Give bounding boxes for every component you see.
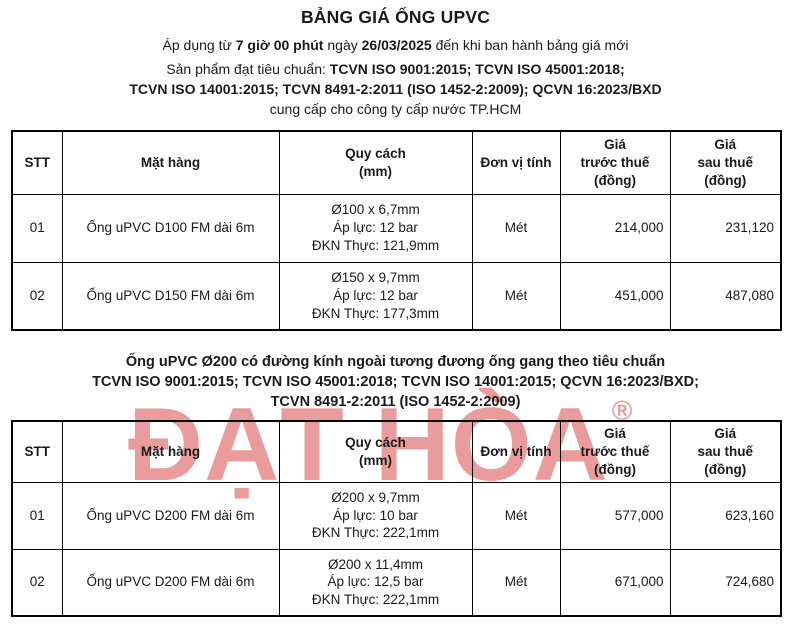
col-header-spec: Quy cách (mm)	[278, 420, 473, 483]
col-header-spec-line2: (mm)	[359, 163, 392, 179]
price-before-line3: (đồng)	[594, 172, 636, 188]
cell-item: Ống uPVC D200 FM dài 6m	[61, 548, 280, 617]
price-table-1: STT Mặt hàng Quy cách (mm) Đơn vị tính Gi…	[11, 130, 782, 331]
standards-line-2: TCVN ISO 14001:2015; TCVN 8491-2:2011 (I…	[129, 81, 662, 97]
cell-spec: Ø100 x 6,7mm Áp lực: 12 bar ĐKN Thực: 121,…	[278, 193, 473, 263]
cell-stt: 01	[11, 193, 63, 263]
col-header-price-before: Giá trước thuế (đồng)	[559, 130, 671, 195]
apply-mid-text: ngày	[323, 37, 362, 53]
cell-price-before: 577,000	[559, 481, 671, 550]
cell-unit: Mét	[471, 481, 561, 550]
cell-stt: 02	[11, 261, 63, 331]
col-header-unit: Đơn vị tính	[471, 420, 561, 483]
cell-price-after: 231,120	[669, 193, 782, 263]
price-before-line1: Giá	[604, 426, 626, 442]
cell-price-before: 451,000	[559, 261, 671, 331]
cell-price-after: 623,160	[669, 481, 782, 550]
apply-date: 26/03/2025	[361, 37, 432, 53]
cell-price-after: 487,080	[669, 261, 782, 331]
spec-outer-diameter: ĐKN Thực: 121,9mm	[311, 237, 440, 253]
cell-unit: Mét	[471, 261, 561, 331]
col-header-spec-line2: (mm)	[359, 452, 392, 468]
col-header-unit: Đơn vị tính	[471, 130, 561, 195]
section2-heading-line1: Ống uPVC Ø200 có đường kính ngoài tương …	[125, 354, 666, 370]
table1-row-1: 01 Ống uPVC D100 FM dài 6m Ø100 x 6,7mm Á…	[11, 193, 782, 263]
cell-item: Ống uPVC D200 FM dài 6m	[61, 481, 280, 550]
cell-price-after: 724,680	[669, 548, 782, 617]
cell-unit: Mét	[471, 193, 561, 263]
apply-pre-text: Áp dụng từ	[162, 37, 236, 53]
spec-diameter: Ø200 x 9,7mm	[331, 489, 420, 505]
cell-price-before: 214,000	[559, 193, 671, 263]
table1-header-row: STT Mặt hàng Quy cách (mm) Đơn vị tính Gi…	[11, 130, 782, 195]
spec-diameter: Ø150 x 9,7mm	[331, 270, 420, 286]
price-after-line1: Giá	[714, 137, 737, 153]
spec-pressure: Áp lực: 10 bar	[333, 507, 418, 523]
supply-note: cung cấp cho công ty cấp nước TP.HCM	[269, 101, 522, 117]
col-header-item: Mặt hàng	[61, 420, 280, 483]
price-after-line3: (đồng)	[704, 461, 747, 477]
price-before-line2: trước thuế	[580, 154, 650, 170]
price-table-2: STT Mặt hàng Quy cách (mm) Đơn vị tính Gi…	[11, 420, 782, 617]
cell-price-before: 671,000	[559, 548, 671, 617]
cell-unit: Mét	[471, 548, 561, 617]
col-header-item: Mặt hàng	[61, 130, 280, 195]
registered-trademark-icon: ®	[611, 395, 633, 426]
cell-stt: 01	[11, 481, 63, 550]
cell-spec: Ø150 x 9,7mm Áp lực: 12 bar ĐKN Thực: 177,…	[278, 261, 473, 331]
spec-outer-diameter: ĐKN Thực: 222,1mm	[311, 592, 440, 608]
apply-date-line: Áp dụng từ 7 giờ 00 phút ngày 26/03/2025…	[0, 36, 791, 54]
spec-outer-diameter: ĐKN Thực: 222,1mm	[311, 525, 440, 541]
apply-time: 7 giờ 00 phút	[235, 37, 324, 53]
spec-pressure: Áp lực: 12,5 bar	[327, 574, 424, 590]
apply-post-text: đến khi ban hành bảng giá mới	[431, 37, 629, 53]
standards-line-1: Sản phẩm đạt tiêu chuẩn: TCVN ISO 9001:2…	[0, 60, 791, 78]
section2-heading: Ống uPVC Ø200 có đường kính ngoài tương …	[0, 352, 791, 412]
col-header-spec-line1: Quy cách	[345, 145, 406, 161]
cell-item: Ống uPVC D100 FM dài 6m	[61, 193, 280, 263]
table2-header-row: STT Mặt hàng Quy cách (mm) Đơn vị tính Gi…	[11, 420, 782, 483]
spec-diameter: Ø200 x 11,4mm	[327, 556, 424, 572]
price-before-line3: (đồng)	[594, 461, 636, 477]
document-header: BẢNG GIÁ ỐNG UPVC Áp dụng từ 7 giờ 00 ph…	[0, 0, 791, 118]
col-header-stt: STT	[11, 130, 63, 195]
table1-row-2: 02 Ống uPVC D150 FM dài 6m Ø150 x 9,7mm Á…	[11, 261, 782, 331]
standards-prefix: Sản phẩm đạt tiêu chuẩn:	[166, 61, 330, 77]
price-after-line2: sau thuế	[697, 154, 753, 170]
section2-heading-line2: TCVN ISO 9001:2015; TCVN ISO 45001:2018;…	[92, 374, 699, 390]
section2-heading-line3: TCVN 8491-2:2011 (ISO 1452-2:2009)	[270, 394, 521, 410]
col-header-spec: Quy cách (mm)	[278, 130, 473, 195]
page-title: BẢNG GIÁ ỐNG UPVC	[300, 7, 491, 27]
cell-spec: Ø200 x 9,7mm Áp lực: 10 bar ĐKN Thực: 222,…	[278, 481, 473, 550]
spec-outer-diameter: ĐKN Thực: 177,3mm	[311, 305, 440, 321]
col-header-spec-line1: Quy cách	[345, 434, 406, 450]
spec-diameter: Ø100 x 6,7mm	[331, 202, 420, 218]
col-header-price-before: Giá trước thuế (đồng)	[559, 420, 671, 483]
spec-pressure: Áp lực: 12 bar	[333, 287, 418, 303]
price-after-line2: sau thuế	[697, 443, 753, 459]
col-header-stt: STT	[11, 420, 63, 483]
price-after-line3: (đồng)	[704, 172, 747, 188]
col-header-price-after: Giá sau thuế (đồng)	[669, 420, 782, 483]
price-before-line1: Giá	[604, 137, 626, 153]
price-after-line1: Giá	[714, 426, 737, 442]
spec-pressure: Áp lực: 12 bar	[333, 220, 418, 236]
table2-row-2: 02 Ống uPVC D200 FM dài 6m Ø200 x 11,4mm…	[11, 548, 782, 617]
cell-item: Ống uPVC D150 FM dài 6m	[61, 261, 280, 331]
standards-bold-1: TCVN ISO 9001:2015; TCVN ISO 45001:2018;	[329, 61, 625, 77]
cell-stt: 02	[11, 548, 63, 617]
cell-spec: Ø200 x 11,4mm Áp lực: 12,5 bar ĐKN Thực: 2…	[278, 548, 473, 617]
table2-row-1: 01 Ống uPVC D200 FM dài 6m Ø200 x 9,7mm Á…	[11, 481, 782, 550]
price-before-line2: trước thuế	[580, 443, 650, 459]
col-header-price-after: Giá sau thuế (đồng)	[669, 130, 782, 195]
